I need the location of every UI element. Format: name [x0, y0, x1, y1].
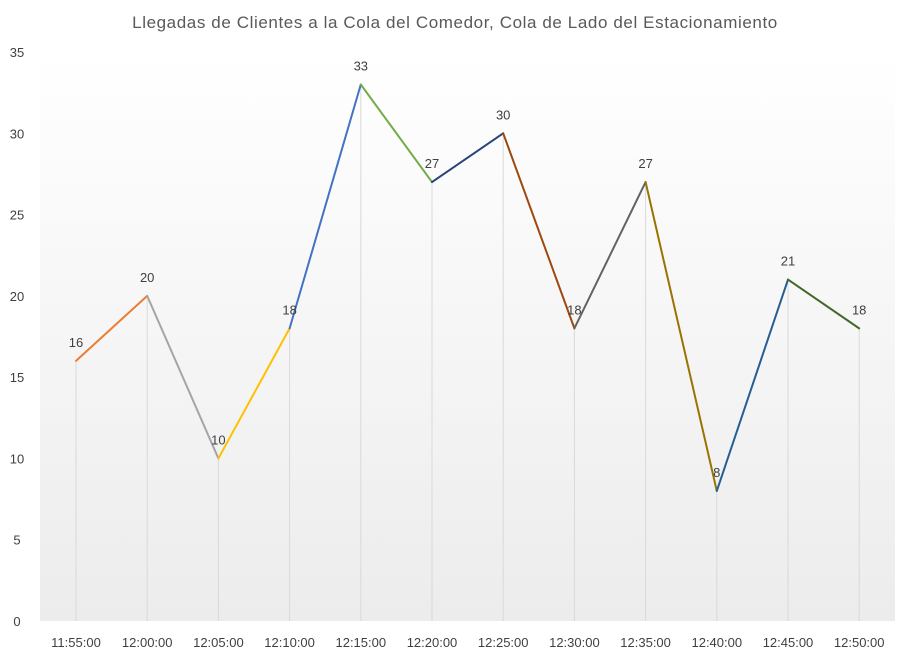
line-segment — [787, 278, 861, 330]
data-labels: 16 20 10 18 33 27 30 18 27 8 21 18 — [69, 59, 867, 480]
data-label: 16 — [69, 335, 83, 350]
y-tick-label: 5 — [13, 533, 20, 548]
x-tick-label: 12:35:00 — [620, 635, 671, 650]
data-label: 18 — [852, 302, 866, 317]
x-tick-label: 12:15:00 — [335, 635, 386, 650]
line-segment — [359, 83, 433, 184]
x-tick-label: 12:25:00 — [478, 635, 529, 650]
line-series — [75, 83, 861, 492]
line-segment — [715, 278, 789, 492]
drop-lines — [75, 84, 860, 621]
y-tick-label: 20 — [10, 289, 24, 304]
line-segment — [217, 327, 291, 460]
x-tick-label: 12:50:00 — [834, 635, 885, 650]
y-axis-ticks: 0 5 10 15 20 25 30 35 — [10, 45, 24, 629]
data-label: 21 — [781, 254, 795, 269]
data-label: 20 — [140, 270, 154, 285]
y-tick-label: 35 — [10, 45, 24, 60]
data-label: 8 — [713, 465, 720, 480]
line-segment — [502, 132, 576, 330]
line-segment — [75, 294, 149, 362]
chart-title: Llegadas de Clientes a la Cola del Comed… — [132, 13, 778, 32]
line-segment — [288, 83, 362, 330]
y-tick-label: 30 — [10, 126, 24, 141]
y-tick-label: 25 — [10, 208, 24, 223]
plot-area — [40, 52, 895, 621]
data-label: 27 — [638, 156, 652, 171]
y-tick-label: 10 — [10, 451, 24, 466]
x-tick-label: 12:05:00 — [193, 635, 244, 650]
data-label: 18 — [567, 302, 581, 317]
line-segment — [146, 294, 220, 460]
line-segment — [431, 132, 505, 184]
x-axis-ticks: 11:55:00 12:00:00 12:05:00 12:10:00 12:15:00… — [51, 635, 884, 650]
data-label: 18 — [282, 302, 296, 317]
line-segment — [573, 181, 647, 330]
x-tick-label: 12:40:00 — [691, 635, 742, 650]
data-label: 10 — [211, 432, 225, 447]
x-tick-label: 12:00:00 — [122, 635, 173, 650]
x-tick-label: 11:55:00 — [51, 635, 101, 650]
data-label: 27 — [425, 156, 439, 171]
data-label: 33 — [354, 59, 368, 74]
data-label: 30 — [496, 107, 510, 122]
x-tick-label: 12:20:00 — [407, 635, 458, 650]
y-tick-label: 0 — [13, 614, 20, 629]
x-tick-label: 12:30:00 — [549, 635, 600, 650]
x-tick-label: 12:10:00 — [264, 635, 315, 650]
x-tick-label: 12:45:00 — [763, 635, 814, 650]
y-tick-label: 15 — [10, 370, 24, 385]
line-segment — [644, 181, 718, 492]
